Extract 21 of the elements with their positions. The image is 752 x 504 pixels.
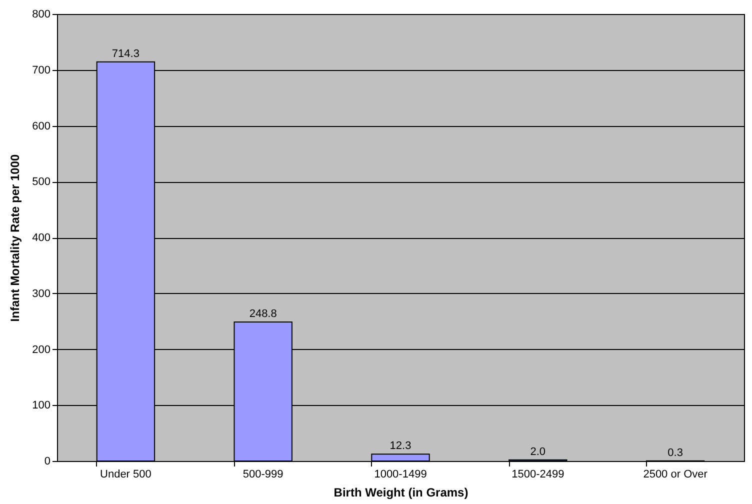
y-tick-label: 100 <box>32 400 50 412</box>
y-tick-label: 700 <box>32 64 50 76</box>
y-tick-label: 600 <box>32 120 50 132</box>
data-label: 248.8 <box>249 308 277 320</box>
y-tick-label: 400 <box>32 232 50 244</box>
y-tick-label: 0 <box>44 456 50 468</box>
data-label: 714.3 <box>112 48 140 60</box>
x-tick-label: 2500 or Over <box>643 468 708 480</box>
x-tick-label: 500-999 <box>242 468 284 480</box>
y-tick-label: 800 <box>32 8 50 20</box>
data-label: 12.3 <box>390 440 412 452</box>
data-label: 2.0 <box>530 446 546 458</box>
y-tick-label: 200 <box>32 344 50 356</box>
y-tick-label: 500 <box>32 176 50 188</box>
x-tick-label: 1500-2499 <box>512 468 564 480</box>
y-tick-label: 300 <box>32 288 50 300</box>
x-tick-label: Under 500 <box>100 468 152 480</box>
x-axis-title: Birth Weight (in Grams) <box>334 486 468 500</box>
data-label: 0.3 <box>668 446 683 459</box>
y-axis-title: Infant Mortality Rate per 1000 <box>8 154 22 322</box>
x-tick-label: 1000-1499 <box>374 468 427 480</box>
